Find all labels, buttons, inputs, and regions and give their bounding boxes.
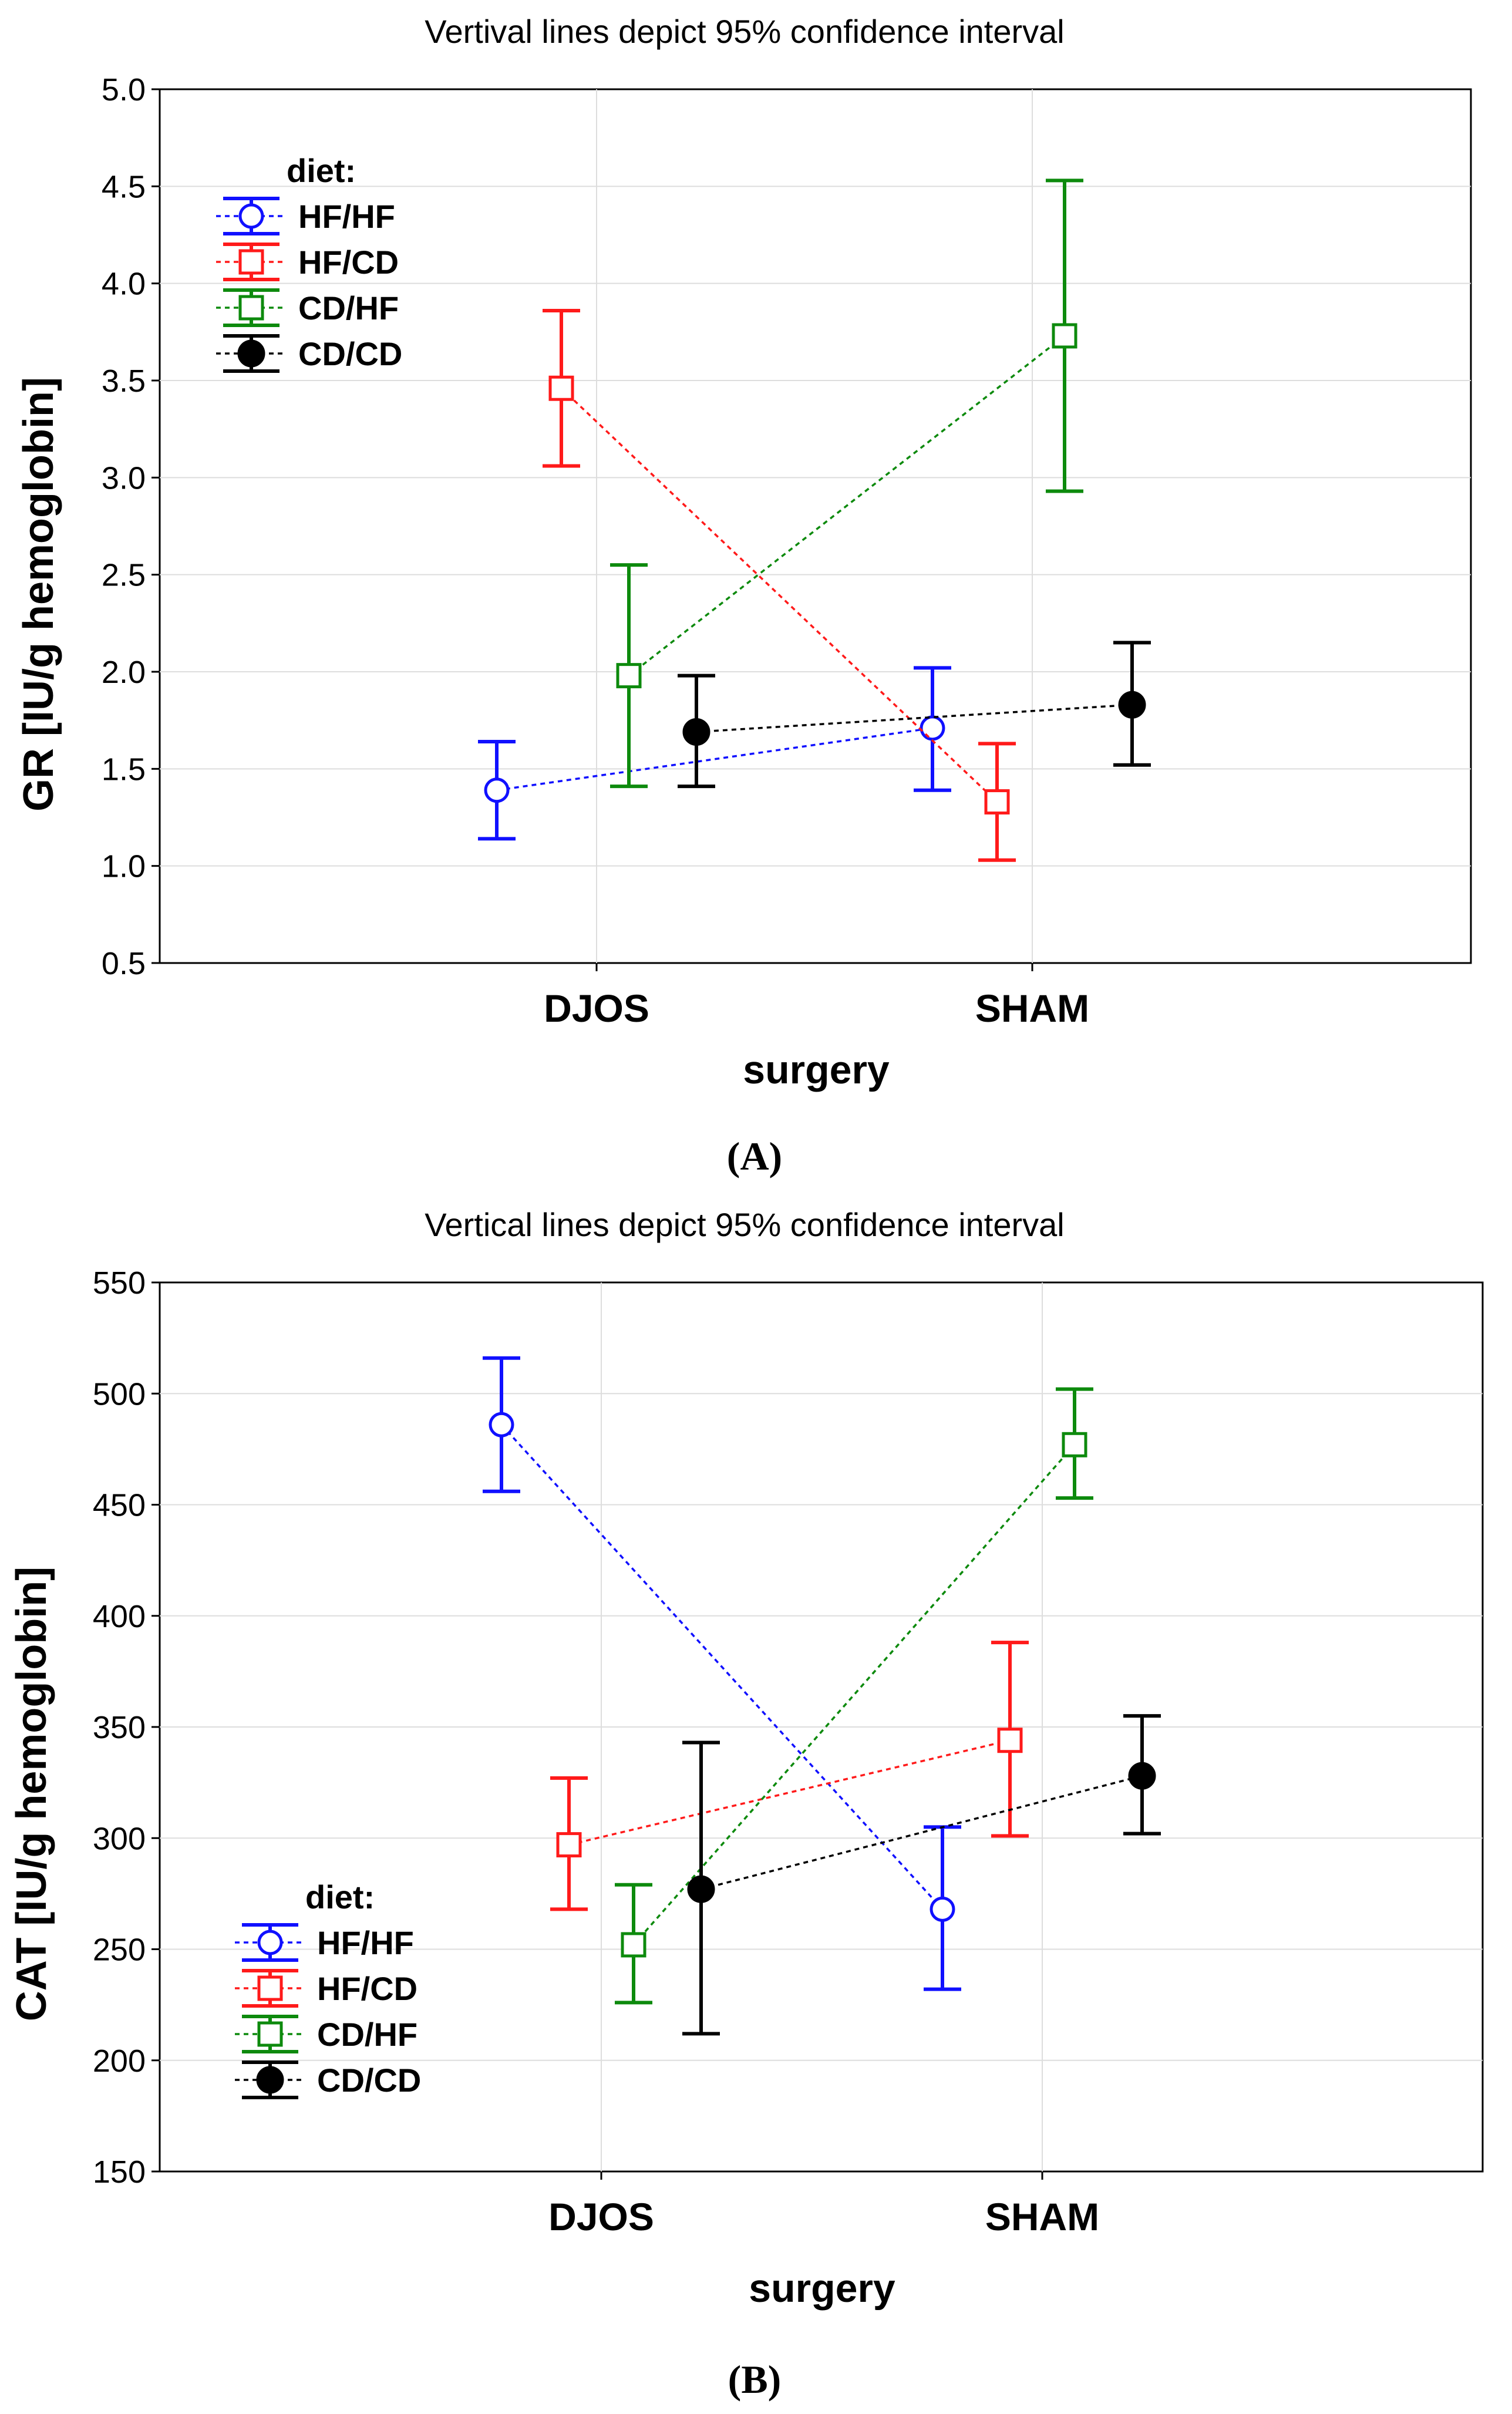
panel-b-x-tick-label: SHAM: [985, 2195, 1099, 2238]
panel-b-legend-label: HF/CD: [317, 1970, 417, 2007]
panel-a-y-tick-label: 1.0: [102, 849, 146, 884]
panel-b-y-tick-label: 200: [93, 2043, 146, 2079]
panel-a-y-tick-label: 0.5: [102, 946, 146, 981]
panel-b-y-tick-label: 400: [93, 1599, 146, 1634]
panel-a-legend-marker: [238, 295, 264, 321]
panel-a-x-tick-label: SHAM: [975, 987, 1089, 1030]
panel-b-y-tick-label: 150: [93, 2154, 146, 2190]
panel-a-y-tick-label: 2.0: [102, 655, 146, 690]
panel-a-data-point: [682, 718, 710, 746]
panel-a-data-point: [484, 777, 510, 803]
panel-a-legend-label: HF/HF: [298, 198, 395, 235]
panel-a-series-line: [696, 703, 1133, 733]
panel-a-legend-label: CD/HF: [298, 289, 399, 326]
panel-a-series-line: [560, 387, 998, 803]
panel-a-legend-marker: [238, 203, 264, 229]
panel-b-y-axis-title: CAT [IU/g hemoglobin]: [8, 1567, 55, 2022]
panel-b-legend-marker: [256, 2066, 284, 2094]
panel-a-y-tick-label: 3.0: [102, 460, 146, 496]
panel-b-data-point: [1128, 1762, 1156, 1790]
panel-a-y-tick-label: 4.0: [102, 267, 146, 302]
panel-a-data-point: [920, 715, 945, 741]
panel-a-series-line: [496, 727, 933, 792]
panel-b-legend-title: diet:: [305, 1878, 375, 1915]
panel-a-chart: 0.5 1.0 1.5 2.0 2.5 3.0 3.5 4.0 4.5 5.0 DJOS SHAM di…: [102, 72, 1472, 1030]
panel-a-series-line: [628, 335, 1066, 676]
panel-a-legend-label: CD/CD: [298, 335, 402, 372]
panel-a-legend-marker: [238, 249, 264, 275]
panel-a-legend-marker: [237, 339, 265, 368]
panel-b-legend-label: CD/HF: [317, 2016, 417, 2053]
panel-b-y-tick-label: 550: [93, 1265, 146, 1301]
panel-b-y-tick-label: 500: [93, 1376, 146, 1412]
panel-b-caption: (B): [728, 2357, 782, 2402]
panel-b-data-point: [489, 1412, 514, 1437]
panel-b-chart: 150 200 250 300 350 400 450 500 550 DJOS SHAM diet:…: [93, 1265, 1484, 2238]
panel-a-legend-title: diet:: [287, 152, 356, 189]
panel-b-legend-label: HF/HF: [317, 1924, 414, 1961]
panel-b-legend-label: CD/CD: [317, 2062, 421, 2099]
panel-b-y-tick-label: 350: [93, 1710, 146, 1745]
panel-a-y-axis-title: GR [IU/g hemoglobin]: [15, 377, 62, 812]
panel-b-y-tick-label: 250: [93, 1932, 146, 1968]
panel-b-y-tick-label: 450: [93, 1488, 146, 1523]
panel-b-legend-marker: [257, 1975, 283, 2001]
panel-b-x-axis-title: surgery: [749, 2266, 895, 2311]
panel-b-data-point: [997, 1728, 1023, 1753]
panel-a-legend-label: HF/CD: [298, 244, 399, 281]
panel-b-series-line: [632, 1444, 1076, 1946]
panel-a-plot-area: [159, 88, 1472, 964]
panel-a-x-tick-label: DJOS: [544, 987, 649, 1030]
panel-b-y-tick-label: 300: [93, 1821, 146, 1856]
panel-b-series-line: [500, 1424, 944, 1910]
panel-b-subtitle: Vertical lines depict 95% confidence int…: [425, 1206, 1065, 1243]
panel-a-data-point: [1118, 691, 1146, 719]
panel-b-data-point: [621, 1932, 646, 1958]
panel-a-x-axis-title: surgery: [743, 1048, 890, 1092]
panel-a-caption: (A): [727, 1134, 782, 1179]
panel-a-data-point: [1052, 323, 1077, 349]
panel-a-y-tick-label: 3.5: [102, 363, 146, 399]
panel-b-data-point: [1062, 1432, 1087, 1457]
panel-a-y-tick-label: 2.5: [102, 558, 146, 593]
panel-b-legend-marker: [257, 1930, 283, 1955]
panel-b-data-point: [687, 1875, 715, 1903]
panel-a-subtitle: Vertival lines depict 95% confidence int…: [425, 13, 1065, 50]
panel-b-x-tick-label: DJOS: [548, 2195, 654, 2238]
panel-a-y-tick-label: 1.5: [102, 752, 146, 787]
panel-a-data-point: [548, 375, 574, 401]
panel-b-legend-marker: [257, 2021, 283, 2047]
panel-a-data-point: [616, 663, 642, 689]
panel-b-data-point: [556, 1832, 582, 1858]
panel-a-y-tick-label: 5.0: [102, 72, 146, 107]
panel-a-data-point: [984, 789, 1010, 815]
panel-b-series-line: [701, 1775, 1143, 1890]
panel-b-data-point: [930, 1896, 955, 1922]
panel-a-y-tick-label: 4.5: [102, 169, 146, 204]
